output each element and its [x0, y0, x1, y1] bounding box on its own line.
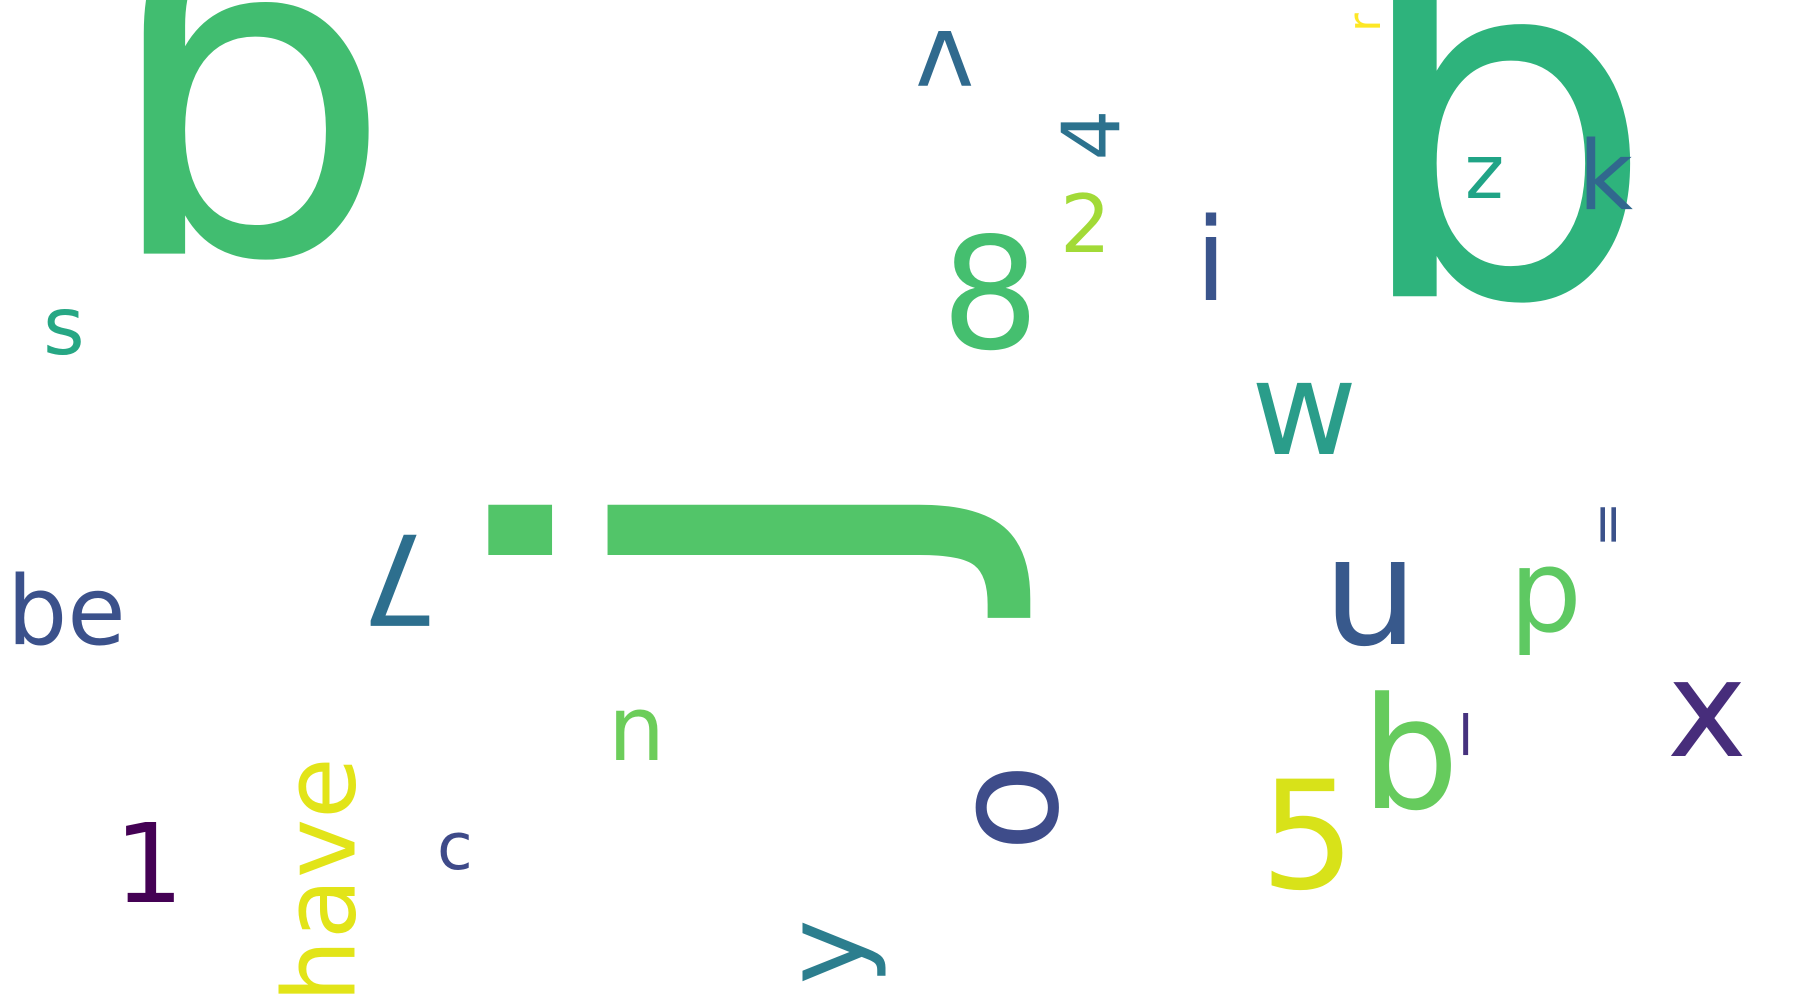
word-p: p: [1509, 525, 1582, 659]
word-4: 4: [1045, 109, 1139, 161]
word-w: w: [1251, 333, 1358, 485]
word-2: 2: [1060, 178, 1111, 271]
word-7: 7: [360, 505, 440, 650]
word-o: o: [922, 763, 1092, 852]
word-s: s: [43, 280, 85, 373]
word-z: z: [1465, 139, 1505, 227]
word-equals: =: [1574, 501, 1639, 548]
word-x: x: [1667, 631, 1747, 788]
word-k: k: [1578, 122, 1634, 232]
word-i: i: [1195, 194, 1227, 328]
word-n: n: [608, 677, 666, 782]
word-8: 8: [941, 204, 1040, 385]
word-be: be: [7, 557, 126, 667]
word-1: 1: [114, 800, 184, 928]
word-r: r: [1337, 13, 1391, 32]
word-j: j: [394, 452, 1047, 608]
word-b: b: [1361, 664, 1460, 845]
word-u: u: [1323, 506, 1419, 680]
word-have: have: [261, 757, 379, 1000]
word-y: y: [760, 919, 889, 985]
word-c: c: [437, 810, 473, 885]
word-v: v: [915, 7, 975, 124]
word-l: l: [1458, 704, 1474, 768]
word-g: g: [102, 0, 394, 428]
word-5: 5: [1260, 750, 1356, 924]
